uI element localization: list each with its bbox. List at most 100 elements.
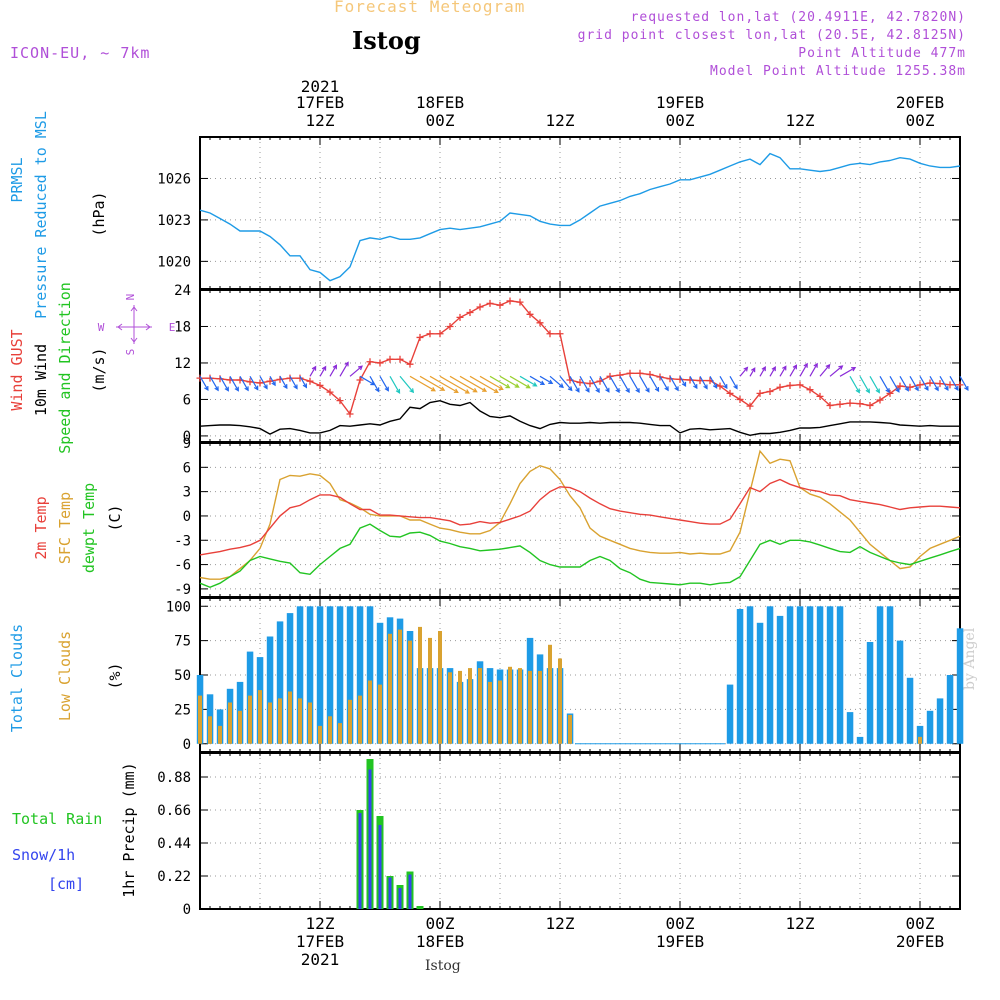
wind-direction-arrow (769, 366, 776, 377)
y-tick-label: 0.66 (157, 803, 191, 819)
y-tick-label: 75 (174, 634, 191, 650)
wind-direction-arrow (759, 366, 766, 377)
compass-east: E (169, 321, 176, 334)
wind-direction-arrow (389, 376, 401, 394)
gust-marker (616, 371, 624, 379)
low-cloud-bar (438, 631, 442, 744)
wind-gust-line (200, 300, 960, 416)
requested-coords: requested lon,lat (20.4911E, 42.7820N) (630, 10, 966, 25)
total-cloud-bar (826, 606, 834, 744)
gust-marker (316, 381, 324, 389)
wind-side-label: 10m Wind (32, 344, 50, 416)
total-cloud-bar (796, 606, 804, 744)
wind-y-label: (m/s) (90, 347, 108, 392)
wind-direction-arrow (859, 376, 870, 394)
compass-west: W (98, 321, 105, 334)
gust-marker (366, 358, 374, 366)
time-label-hour: 00Z (426, 111, 455, 130)
grid-point-coords: grid point closest lon,lat (20.5E, 42.81… (577, 28, 966, 43)
gust-marker (956, 381, 964, 389)
wind-direction-arrow (539, 375, 554, 385)
wind-direction-arrow (259, 376, 268, 390)
gust-marker (446, 322, 454, 330)
wind-direction-arrow (719, 376, 728, 390)
low-cloud-bar (268, 702, 272, 744)
wind-direction-arrow (419, 375, 446, 391)
gust-marker (376, 359, 384, 367)
total-cloud-bar (296, 606, 304, 744)
wind-direction-arrow (939, 375, 949, 391)
dewpt-temp-line (199, 523, 961, 589)
low-cloud-bar (488, 681, 492, 744)
gust-marker (436, 330, 444, 338)
wind-direction-arrow (569, 376, 580, 393)
wind-direction-arrow (619, 376, 630, 394)
low-cloud-bar (248, 695, 252, 744)
snow-bar (368, 769, 372, 909)
total-cloud-bar (326, 606, 334, 744)
wind-direction-arrow (889, 376, 900, 393)
snow-bar (398, 888, 402, 909)
low-cloud-bar (508, 666, 512, 744)
total-cloud-bar (266, 636, 274, 744)
panel-frame-1 (199, 136, 961, 290)
gust-marker (306, 377, 314, 385)
y-tick-label: 0 (183, 509, 191, 525)
wind-direction-arrow (529, 375, 546, 386)
low-cloud-bar (448, 672, 452, 744)
low-cloud-bar (368, 680, 372, 744)
low-cloud-bar (348, 699, 352, 744)
wind-dir-side-label: Speed and Direction (56, 282, 74, 454)
gust-marker (196, 374, 204, 382)
time-label-year: 2021 (301, 77, 340, 96)
wind-direction-arrow (849, 376, 860, 394)
wind-direction-arrow (789, 364, 798, 377)
total-cloud-bar (306, 606, 314, 744)
time-label-date: 17FEB (296, 932, 344, 951)
wind-direction-arrow (839, 366, 857, 377)
pressure-line (199, 152, 961, 282)
wind-direction-arrow (219, 376, 229, 392)
low-cloud-bar (918, 736, 922, 744)
wind-direction-arrow (329, 364, 338, 377)
total-rain-label: Total Rain (12, 810, 102, 828)
gust-marker (876, 396, 884, 404)
wind-direction-arrow (699, 376, 708, 390)
gust-marker (346, 410, 354, 418)
low-cloud-bar (538, 670, 542, 744)
total-cloud-bar (336, 606, 344, 744)
compass-north: N (124, 294, 137, 301)
total-cloud-bar (856, 736, 864, 744)
gust-marker (256, 379, 264, 387)
total-cloud-bar (356, 606, 364, 744)
low-cloud-bar (318, 725, 322, 744)
gust-marker (556, 330, 564, 338)
low-cloud-bar (218, 725, 222, 744)
time-label-date: 20FEB (896, 932, 944, 951)
wind-direction-arrow (249, 375, 259, 391)
total-cloud-bar (346, 606, 354, 744)
wind-direction-arrow (509, 375, 531, 389)
low-cloud-bar (528, 670, 532, 744)
wind-direction-arrow (959, 375, 969, 391)
wind-direction-arrow (949, 375, 959, 391)
total-cloud-bar (846, 712, 854, 744)
total-cloud-bar (896, 640, 904, 744)
gust-marker (716, 382, 724, 390)
snow-bar (358, 813, 362, 909)
gust-marker (386, 355, 394, 363)
time-label-hour: 00Z (666, 111, 695, 130)
wind-direction-arrow (449, 375, 478, 393)
y-tick-label: 100 (166, 599, 191, 615)
wind-speed-line (199, 399, 960, 437)
y-tick-label: -3 (174, 533, 191, 549)
total-cloud-bar (736, 609, 744, 744)
gust-marker (396, 355, 404, 363)
y-tick-label: 0 (183, 429, 191, 445)
gust-marker (756, 389, 764, 397)
y-tick-label: 1026 (157, 171, 191, 187)
y-tick-label: 6 (183, 460, 191, 476)
low-cloud-bar (558, 658, 562, 744)
y-tick-label: 24 (174, 283, 191, 299)
